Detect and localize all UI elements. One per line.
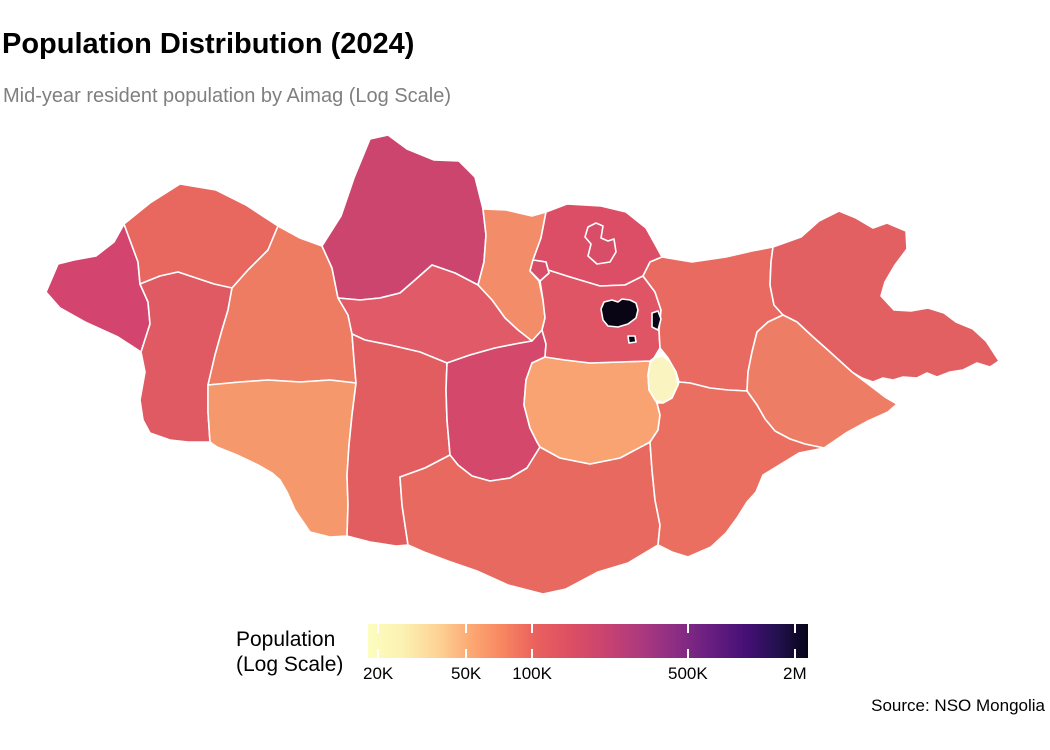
legend-tick bbox=[686, 622, 689, 633]
region-ulaanbaatar bbox=[600, 298, 639, 328]
region-dornogovi bbox=[649, 381, 825, 558]
region-ulaanbaatar-bagakhangai bbox=[627, 335, 637, 344]
chart-subtitle: Mid-year resident population by Aimag (L… bbox=[3, 85, 452, 107]
legend-tick bbox=[531, 649, 534, 660]
source-caption: Source: NSO Mongolia bbox=[871, 696, 1045, 715]
legend-gradient-bar bbox=[368, 624, 808, 658]
legend-tick-label: 20K bbox=[362, 664, 394, 683]
region-omnogovi bbox=[399, 441, 661, 595]
legend-tick bbox=[377, 622, 380, 633]
region-dundgovi bbox=[523, 356, 661, 465]
legend-title: Population (Log Scale) bbox=[236, 627, 343, 677]
chart-title: Population Distribution (2024) bbox=[2, 28, 415, 60]
legend-title-line1: Population bbox=[236, 628, 336, 651]
legend-tick bbox=[793, 649, 796, 660]
legend-tick bbox=[686, 649, 689, 660]
legend-tick bbox=[377, 649, 380, 660]
legend-title-line2: (Log Scale) bbox=[236, 653, 344, 676]
legend-tick bbox=[465, 649, 468, 660]
legend-tick bbox=[793, 622, 796, 633]
region-govi-altai bbox=[207, 379, 357, 538]
legend-tick-label: 100K bbox=[512, 664, 552, 683]
legend: Population (Log Scale) 20K 50K 100K 500K 2M bbox=[0, 620, 1050, 695]
legend-tick-label: 2M bbox=[782, 664, 807, 683]
legend-tick bbox=[465, 622, 468, 633]
region-orkhon bbox=[529, 259, 550, 282]
region-ulaanbaatar-baganuur bbox=[651, 310, 662, 331]
legend-tick-label: 50K bbox=[450, 664, 482, 683]
region-khovsgol bbox=[321, 134, 487, 301]
mongolia-choropleth-map bbox=[45, 134, 1000, 595]
legend-bar-wrap: 20K 50K 100K 500K 2M bbox=[363, 622, 808, 683]
legend-tick bbox=[531, 622, 534, 633]
legend-tick-label: 500K bbox=[668, 664, 708, 683]
region-darkhan-uul bbox=[584, 222, 617, 265]
